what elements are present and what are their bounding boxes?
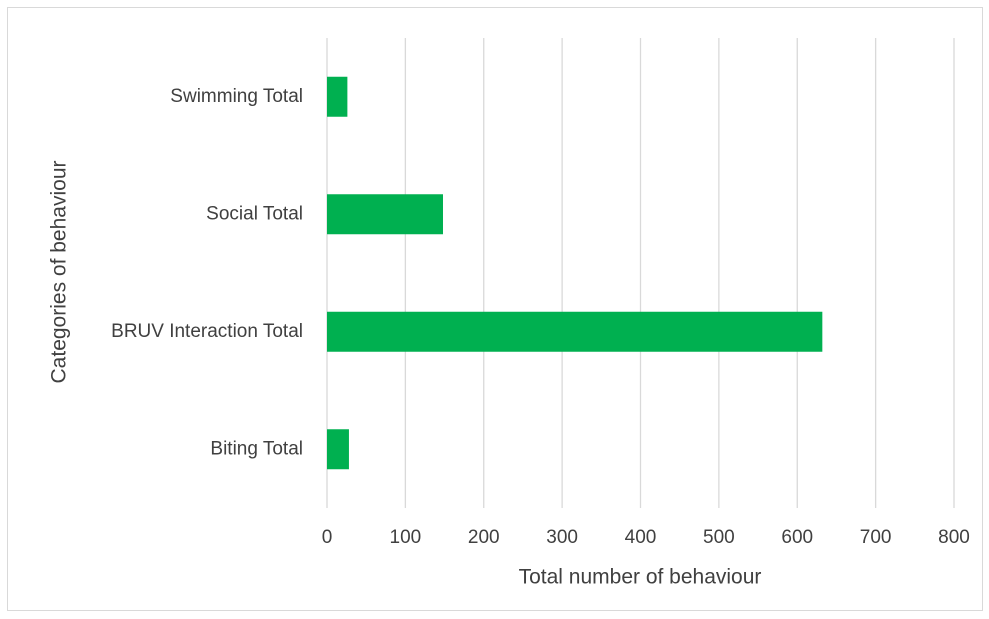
bar: [327, 311, 823, 352]
x-tick-label: 700: [860, 527, 892, 548]
x-tick-label: 200: [468, 527, 500, 548]
x-tick-label: 100: [390, 527, 422, 548]
y-tick-label: Social Total: [206, 203, 303, 224]
y-tick-label: Swimming Total: [170, 86, 303, 107]
bar: [327, 194, 443, 235]
x-axis-title: Total number of behaviour: [519, 566, 762, 589]
chart-border: [7, 7, 983, 611]
x-tick-label: 800: [938, 527, 970, 548]
x-tick-label: 500: [703, 527, 735, 548]
y-tick-label: BRUV Interaction Total: [111, 321, 303, 342]
x-tick-label: 0: [322, 527, 333, 548]
y-axis-title: Categories of behaviour: [48, 161, 71, 384]
x-tick-label: 400: [625, 527, 657, 548]
x-tick-label: 600: [781, 527, 813, 548]
bar: [327, 76, 348, 117]
bar: [327, 429, 349, 470]
y-tick-label: Biting Total: [210, 438, 303, 459]
x-tick-label: 300: [546, 527, 578, 548]
